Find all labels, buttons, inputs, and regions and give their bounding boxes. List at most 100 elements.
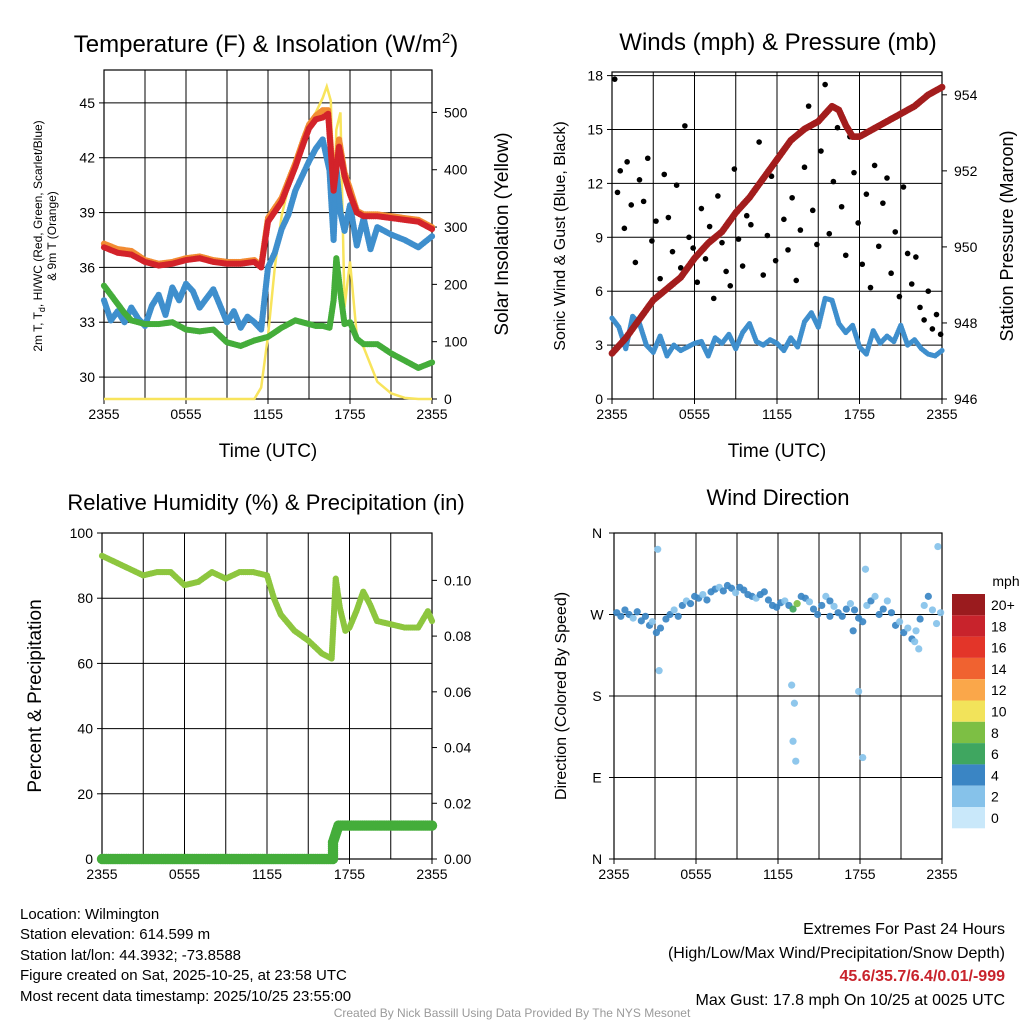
x-tick-label: 1755 bbox=[334, 406, 365, 422]
series-gust-point bbox=[851, 169, 857, 176]
wind-direction-point bbox=[814, 610, 822, 619]
wind-direction-point bbox=[699, 590, 707, 599]
series-gust-point bbox=[917, 304, 923, 311]
series-gust-point bbox=[756, 139, 762, 145]
wind-direction-point bbox=[793, 600, 801, 608]
series-2m-t-point bbox=[428, 225, 436, 233]
humidity-precipitation-chart: 2355 0555 1155 1755 23550204060801000.000.02… bbox=[25, 490, 471, 882]
series-gust-point bbox=[669, 248, 676, 255]
x-tick-label: 2355 bbox=[416, 406, 447, 422]
series-gust-point bbox=[657, 275, 663, 282]
series-gust-point bbox=[636, 177, 643, 183]
series-gust-point bbox=[913, 254, 919, 260]
speed-color-legend: mph 20+ 18 16 14 12 10 8 6 4 2 0 bbox=[952, 573, 1020, 829]
x-tick-label: 0555 bbox=[679, 406, 710, 422]
series-gust-point bbox=[739, 263, 746, 269]
series-gust-point bbox=[875, 243, 882, 250]
wind-direction-point bbox=[648, 618, 656, 626]
wind-direction-point bbox=[809, 605, 818, 613]
legend-label: 10 bbox=[991, 704, 1007, 720]
series-gust-point bbox=[661, 171, 668, 178]
y-tick-label: 36 bbox=[79, 259, 95, 275]
y-axis-label: 2m T, Td, HI/WC (Red, Green, Scarlet/Blu… bbox=[31, 120, 47, 351]
series-gust-point bbox=[826, 230, 833, 237]
legend-swatch bbox=[952, 636, 985, 658]
wind-direction-point bbox=[855, 687, 863, 696]
y-axis-label: Sonic Wind & Gust (Blue, Black) bbox=[552, 121, 569, 350]
y-tick-label: 18 bbox=[587, 68, 603, 84]
legend-swatch bbox=[952, 700, 985, 722]
series-gust-point bbox=[665, 214, 672, 221]
created-text: Figure created on Sat, 2025-10-25, at 23… bbox=[20, 967, 347, 985]
legend-swatch bbox=[952, 764, 985, 786]
x-tick-label: 0555 bbox=[170, 406, 201, 422]
series-gust-point bbox=[805, 103, 812, 109]
wind-direction-point bbox=[896, 618, 904, 626]
y2-tick-label: 0.00 bbox=[444, 851, 471, 867]
y-tick-label: 39 bbox=[79, 205, 95, 221]
wind-direction-point bbox=[850, 606, 859, 614]
wind-direction-point bbox=[788, 681, 796, 689]
legend-label: 2 bbox=[991, 789, 999, 805]
y-tick-label: 12 bbox=[587, 175, 603, 191]
y-tick-label: 9 bbox=[595, 229, 603, 245]
extremes-panel: Extremes For Past 24 Hours (High/Low/Max… bbox=[668, 918, 1005, 1012]
wind-direction-point bbox=[654, 545, 662, 553]
series-gust-point bbox=[748, 221, 754, 228]
y2-tick-label: 0.10 bbox=[444, 572, 471, 588]
series-gust-point bbox=[653, 218, 659, 224]
recent-text: Most recent data timestamp: 2025/10/25 2… bbox=[20, 987, 352, 1005]
x-tick-label: 2355 bbox=[86, 866, 117, 882]
series-gust-point bbox=[892, 229, 899, 235]
wind-direction-point bbox=[916, 615, 924, 623]
y-tick-label: 3 bbox=[595, 337, 603, 353]
x-tick-label: 1155 bbox=[762, 406, 792, 422]
series-gust-point bbox=[933, 311, 940, 318]
legend-label: 20+ bbox=[991, 597, 1015, 613]
legend-swatch bbox=[952, 785, 985, 807]
series-hi-wc-point bbox=[428, 233, 436, 240]
series-gust-point bbox=[785, 247, 791, 253]
legend-label: 12 bbox=[991, 682, 1007, 698]
series-gust-point bbox=[814, 241, 820, 248]
series-gust-point bbox=[628, 202, 635, 208]
y-tick-label: 80 bbox=[77, 590, 93, 606]
x-axis-label: Time (UTC) bbox=[728, 441, 827, 462]
y2-tick-label: 948 bbox=[954, 315, 978, 331]
series-humidity-point bbox=[428, 617, 436, 625]
y-tick-label: 20 bbox=[77, 786, 93, 802]
wind-direction-point bbox=[792, 757, 800, 765]
wind-direction-point bbox=[732, 589, 740, 597]
series-gust-point bbox=[611, 76, 618, 82]
y2-tick-label: 400 bbox=[444, 162, 468, 178]
y2-tick-label: 300 bbox=[444, 219, 468, 235]
series-gust-point bbox=[937, 331, 944, 338]
series-gust-point bbox=[801, 164, 808, 171]
latlon-text: Station lat/lon: 44.3932; -73.8588 bbox=[20, 946, 242, 964]
wind-direction-point bbox=[826, 612, 834, 620]
wind-direction-point bbox=[719, 587, 727, 595]
series-gust-point bbox=[929, 326, 936, 332]
y2-tick-label: 0.04 bbox=[444, 740, 471, 756]
y-tick-label: N bbox=[592, 525, 602, 541]
extremes-subtitle: (High/Low/Max Wind/Precipitation/Snow De… bbox=[667, 944, 1005, 962]
y2-tick-label: 0 bbox=[444, 391, 452, 407]
series-gust-point bbox=[723, 268, 729, 275]
series-gust-point bbox=[822, 81, 828, 88]
series-gust-point bbox=[640, 198, 647, 205]
y-axis-label: Percent & Precipitation bbox=[25, 599, 46, 792]
series-gust-point bbox=[855, 220, 861, 226]
series-gust-point bbox=[838, 203, 845, 210]
wind-direction-point bbox=[674, 612, 682, 620]
wind-direction-point bbox=[911, 638, 919, 646]
wind-direction-point bbox=[656, 624, 665, 632]
y2-tick-label: 954 bbox=[954, 87, 978, 103]
wind-direction-point bbox=[859, 753, 867, 762]
wind-direction-point bbox=[760, 588, 768, 596]
wind-direction-point bbox=[633, 608, 641, 616]
series-gust-point bbox=[702, 256, 709, 262]
series-gust-point bbox=[694, 279, 701, 286]
y-tick-label: 40 bbox=[77, 721, 93, 737]
chart-title: Temperature (F) & Insolation (W/m2) bbox=[74, 30, 458, 58]
